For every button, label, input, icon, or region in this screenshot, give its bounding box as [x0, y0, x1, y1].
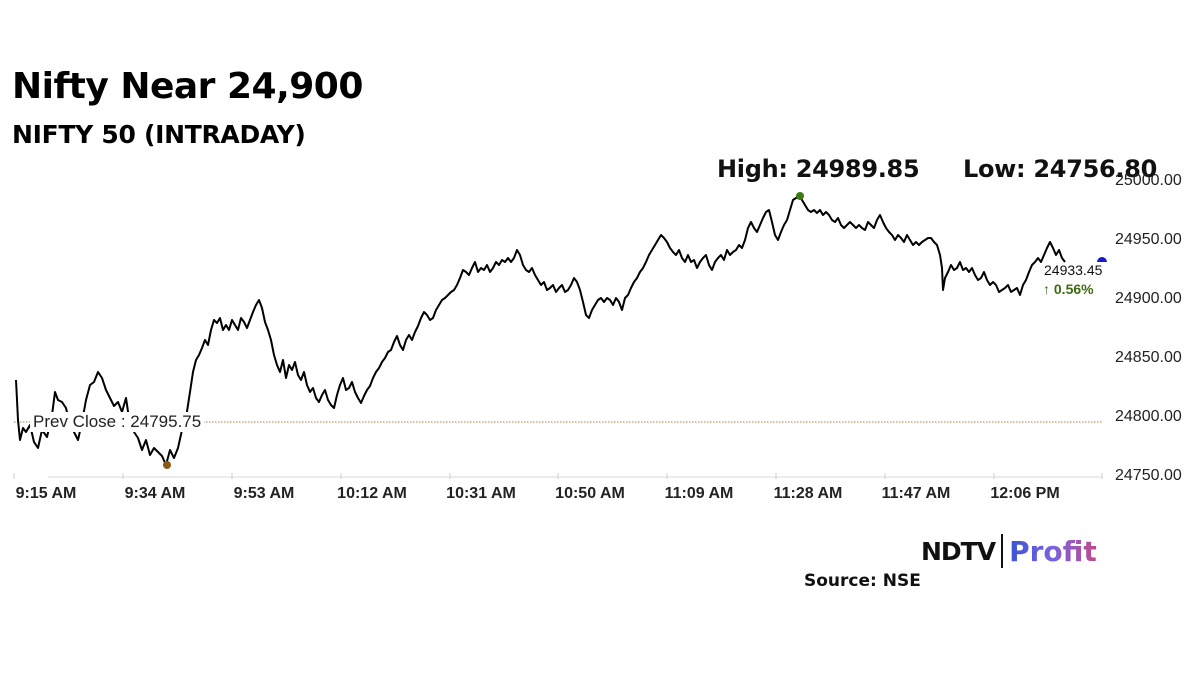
y-tick-24800: 24800.00: [1115, 408, 1182, 425]
x-tick-1012: 10:12 AM: [337, 485, 407, 502]
logo-profit-text: Profit: [1009, 534, 1097, 568]
high-value-label: High: 24989.85: [717, 155, 920, 183]
y-tick-24850: 24850.00: [1115, 349, 1182, 366]
x-axis-ticks: [13, 473, 1103, 479]
x-tick-0953: 9:53 AM: [233, 485, 295, 502]
x-tick-0934: 9:34 AM: [124, 485, 186, 502]
x-tick-1206: 12:06 PM: [990, 485, 1060, 502]
y-tick-25000: 25000.00: [1115, 172, 1182, 189]
chart-title: Nifty Near 24,900: [12, 66, 363, 107]
low-value-label: Low: 24756.80: [963, 155, 1158, 183]
last-price-label: 24933.45: [1044, 262, 1103, 278]
x-tick-1147: 11:47 AM: [881, 485, 951, 502]
low-marker: [163, 461, 171, 469]
last-change-label: ↑ 0.56%: [1043, 281, 1094, 297]
y-tick-24950: 24950.00: [1115, 231, 1182, 248]
y-tick-24750: 24750.00: [1115, 467, 1182, 484]
logo-ndtv-text: NDTV: [921, 536, 996, 566]
x-tick-1109: 11:09 AM: [664, 485, 734, 502]
x-tick-1050: 10:50 AM: [555, 485, 625, 502]
chart-subtitle: NIFTY 50 (INTRADAY): [12, 120, 306, 149]
last-price-marker: [1097, 257, 1107, 262]
x-tick-1128: 11:28 AM: [773, 485, 843, 502]
ndtv-profit-logo: NDTV Profit: [921, 533, 1097, 569]
x-tick-1031: 10:31 AM: [446, 485, 516, 502]
price-line: [15, 195, 1066, 466]
x-tick-0915: 9:15 AM: [15, 485, 77, 502]
source-label: Source: NSE: [804, 571, 921, 591]
high-marker: [796, 192, 804, 200]
y-tick-24900: 24900.00: [1115, 290, 1182, 307]
logo-divider: [1001, 534, 1004, 568]
prev-close-label: Prev Close : 24795.75: [30, 412, 205, 432]
